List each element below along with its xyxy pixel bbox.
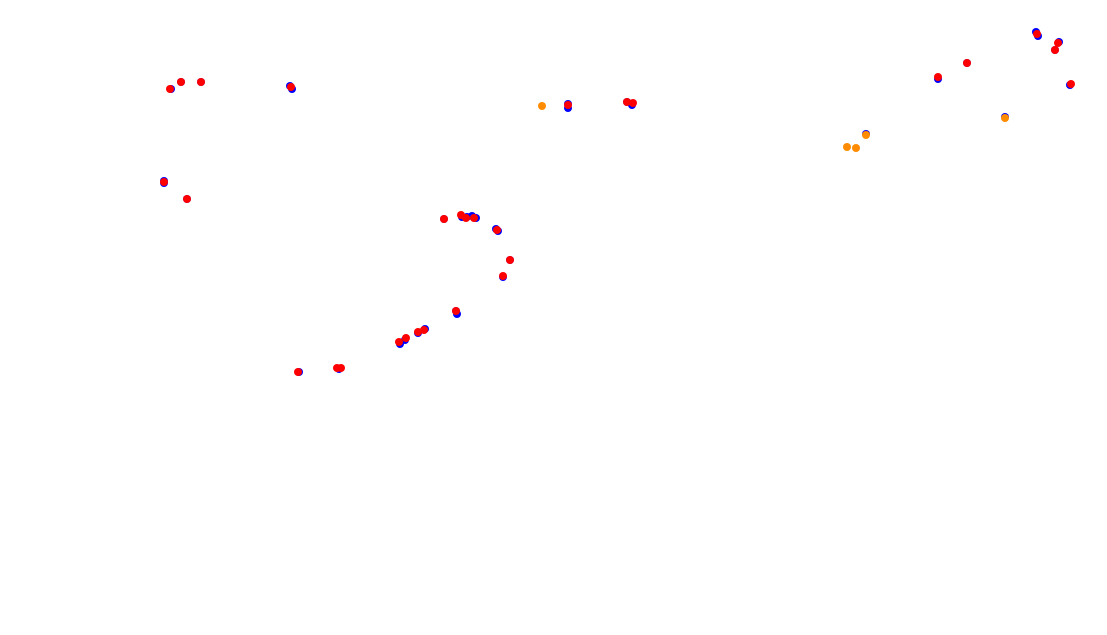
data-point <box>506 256 514 264</box>
data-point <box>934 73 942 81</box>
data-point <box>564 101 572 109</box>
data-point <box>538 102 546 110</box>
data-point <box>852 144 860 152</box>
data-point <box>963 59 971 67</box>
data-point <box>499 272 507 280</box>
data-point <box>470 214 478 222</box>
series-2 <box>538 102 1009 152</box>
data-point <box>629 99 637 107</box>
data-point <box>1067 80 1075 88</box>
series-1 <box>160 30 1075 376</box>
data-point <box>287 83 295 91</box>
data-point <box>1033 30 1041 38</box>
data-point <box>395 338 403 346</box>
data-point <box>452 307 460 315</box>
data-point <box>420 326 428 334</box>
data-point <box>493 226 501 234</box>
data-point <box>1001 114 1009 122</box>
data-point <box>183 195 191 203</box>
points-layer <box>160 28 1075 376</box>
data-point <box>160 178 168 186</box>
data-point <box>440 215 448 223</box>
data-point <box>197 78 205 86</box>
data-point <box>337 364 345 372</box>
data-point <box>843 143 851 151</box>
data-point <box>294 368 302 376</box>
data-point <box>1054 39 1062 47</box>
data-point <box>623 98 631 106</box>
data-point <box>177 78 185 86</box>
data-point <box>1051 46 1059 54</box>
data-point <box>402 334 410 342</box>
data-point <box>462 214 470 222</box>
data-point <box>862 131 870 139</box>
data-point <box>166 85 174 93</box>
